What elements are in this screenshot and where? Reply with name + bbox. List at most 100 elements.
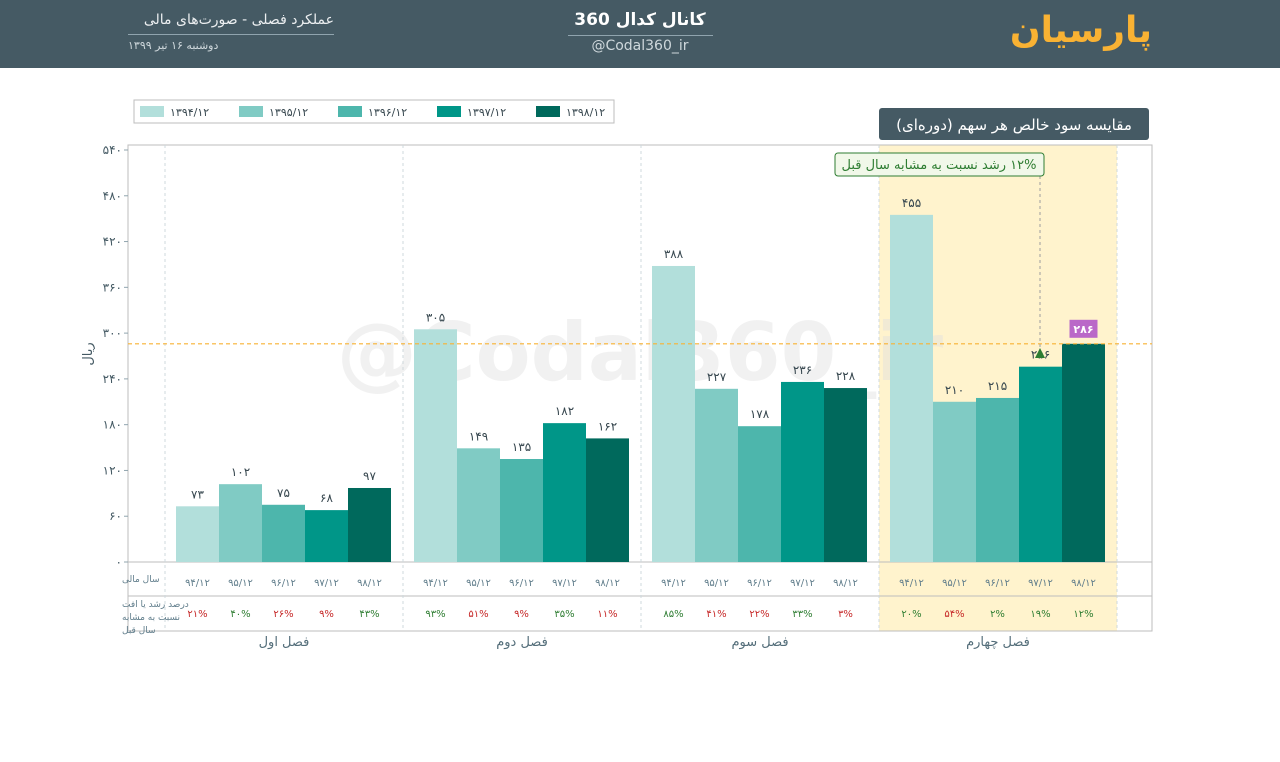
growth-label: ۴۰%	[230, 609, 250, 620]
y-tick-label: ۲۴۰	[103, 372, 122, 386]
fiscal-year-label: ۹۴/۱۲	[423, 578, 448, 589]
reference-badge-label: ۲۸۶	[1073, 323, 1093, 336]
bar-value-label: ۲۲۷	[707, 370, 727, 384]
bar	[414, 329, 457, 562]
category-label: فصل اول	[259, 635, 310, 650]
y-tick-label: ۶۰	[109, 509, 122, 523]
bar-value-label: ۱۴۹	[469, 429, 488, 443]
fiscal-year-label: ۹۶/۱۲	[271, 578, 296, 589]
growth-label: ۹%	[319, 609, 334, 620]
bar-value-label: ۹۷	[363, 469, 376, 483]
growth-label: ۳۳%	[792, 609, 812, 620]
fiscal-year-label: ۹۵/۱۲	[228, 578, 253, 589]
growth-label: ۲۱%	[187, 609, 207, 620]
fiscal-year-label: ۹۵/۱۲	[942, 578, 967, 589]
growth-label: ۱۹%	[1030, 609, 1050, 620]
bar	[176, 506, 219, 562]
legend-label: ۱۳۹۷/۱۲	[467, 106, 506, 119]
bar	[348, 487, 391, 562]
annotation-box	[834, 152, 1045, 177]
growth-label: ۴۱%	[706, 609, 726, 620]
fiscal-year-label: ۹۸/۱۲	[357, 578, 382, 589]
fiscal-year-label: ۹۴/۱۲	[185, 578, 210, 589]
bar-value-label: ۲۳۶	[793, 363, 812, 377]
growth-label: ۲۲%	[749, 609, 769, 620]
bar-value-label: ۷۵	[277, 486, 290, 500]
y-tick-label: ۰	[116, 555, 122, 569]
bar-value-label: ۴۵۵	[902, 196, 921, 210]
report-date: دوشنبه ۱۶ تیر ۱۳۹۹	[128, 39, 219, 52]
report-subtitle: عملکرد فصلی - صورت‌های مالی	[143, 12, 334, 28]
category-label: فصل دوم	[496, 635, 548, 650]
bar	[500, 459, 543, 562]
growth-label: ۵۴%	[944, 609, 964, 620]
y-tick-label: ۵۴۰	[103, 143, 122, 157]
bar-value-label: ۱۳۵	[512, 440, 531, 454]
legend-box	[133, 99, 615, 124]
legend-label: ۱۳۹۵/۱۲	[269, 106, 308, 119]
fiscal-year-label: ۹۸/۱۲	[1071, 578, 1096, 589]
fiscal-year-label: ۹۴/۱۲	[899, 578, 924, 589]
bar	[738, 426, 781, 562]
fiscal-year-label: ۹۴/۱۲	[661, 578, 686, 589]
legend-swatch	[140, 106, 164, 117]
bar	[824, 388, 867, 562]
bar	[1062, 343, 1105, 562]
category-label: فصل چهارم	[966, 635, 1030, 650]
bar-value-label: ۱۸۲	[555, 404, 574, 418]
bar	[781, 381, 824, 562]
fiscal-year-label: ۹۶/۱۲	[747, 578, 772, 589]
fiscal-year-label: ۹۶/۱۲	[985, 578, 1010, 589]
growth-label: ۳۵%	[554, 609, 574, 620]
bar	[586, 438, 629, 562]
legend-label: ۱۳۹۶/۱۲	[368, 106, 407, 119]
y-tick-label: ۴۲۰	[103, 235, 122, 249]
chart-title-box	[879, 108, 1149, 140]
bar	[457, 448, 500, 562]
growth-row-label: سال قبل	[122, 626, 156, 636]
legend-swatch	[437, 106, 461, 117]
y-tick-label: ۱۸۰	[103, 418, 122, 432]
fiscal-year-row-label: سال مالی	[122, 575, 160, 585]
growth-arrow-icon	[1035, 348, 1045, 358]
bar-value-label: ۷۳	[191, 487, 204, 501]
fiscal-year-label: ۹۵/۱۲	[466, 578, 491, 589]
y-tick-label: ۳۶۰	[103, 280, 122, 294]
growth-row-label: نسبت به مشابه	[122, 613, 180, 623]
bar	[933, 401, 976, 562]
growth-label: ۹%	[514, 609, 529, 620]
bar	[652, 265, 695, 562]
legend-label: ۱۳۹۴/۱۲	[170, 106, 209, 119]
growth-row-label: درصد رشد یا افت	[122, 600, 189, 610]
channel-divider	[568, 35, 713, 36]
reference-badge	[1069, 319, 1098, 338]
channel-name: کانال کدال 360	[574, 10, 706, 30]
fiscal-year-label: ۹۵/۱۲	[704, 578, 729, 589]
bar-value-label: ۳۸۸	[664, 247, 684, 261]
company-name: پارسیان	[1009, 10, 1152, 51]
bar-value-label: ۲۲۸	[836, 369, 856, 383]
legend-swatch	[536, 106, 560, 117]
fiscal-year-label: ۹۸/۱۲	[833, 578, 858, 589]
category-label: فصل سوم	[731, 635, 788, 650]
bar	[1019, 366, 1062, 562]
legend-swatch	[239, 106, 263, 117]
y-tick-label: ۴۸۰	[103, 189, 122, 203]
chart-title: مقایسه سود خالص هر سهم (دوره‌ای)	[896, 116, 1132, 134]
fiscal-year-label: ۹۸/۱۲	[595, 578, 620, 589]
legend-label: ۱۳۹۸/۱۲	[566, 106, 605, 119]
bar-value-label: ۱۷۸	[750, 407, 770, 421]
growth-label: ۱۲%	[1073, 609, 1093, 620]
legend-swatch	[338, 106, 362, 117]
fiscal-year-label: ۹۷/۱۲	[314, 578, 339, 589]
bar-value-label: ۲۱۰	[945, 383, 964, 397]
bar	[543, 423, 586, 562]
growth-label: ۲۰%	[901, 609, 921, 620]
subtitle-divider	[128, 34, 334, 35]
growth-label: ۲%	[990, 609, 1005, 620]
fiscal-year-label: ۹۷/۱۲	[552, 578, 577, 589]
growth-label: ۳%	[838, 609, 853, 620]
channel-handle: @Codal360_ir	[591, 38, 689, 54]
bar	[976, 397, 1019, 562]
